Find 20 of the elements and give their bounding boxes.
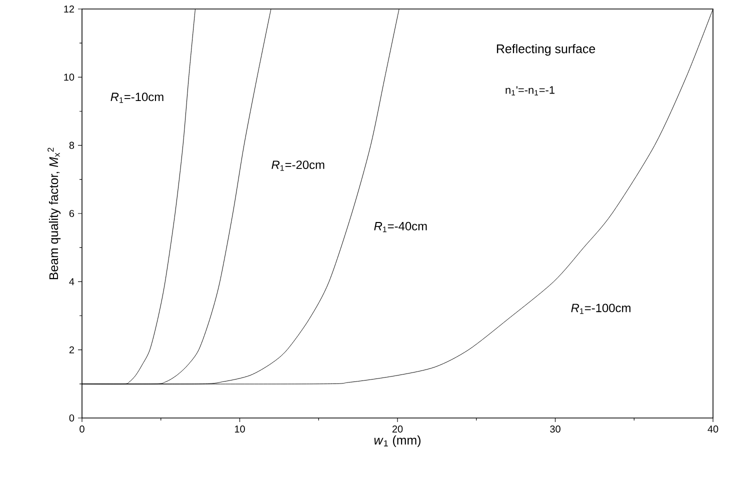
annotation: R$_{1}$=-10cm [110,92,164,103]
y-tick-label: 10 [64,74,74,81]
x-tick-label: 20 [392,426,403,433]
x-tick-label: 30 [550,426,560,433]
y-axis-title: Beam quality factor, M$_{x}$2 [48,148,61,280]
y-tick-label: 0 [69,414,74,422]
annotation: n$_{1}$'=-n$_{1}$=-1 [506,86,554,96]
annotation: R$_{1}$=-20cm [272,160,324,171]
x-tick-label: 40 [708,426,718,433]
y-tick-label: 6 [69,210,74,218]
annotation: R$_{1}$=-100cm [571,304,630,314]
x-tick-label: 0 [80,426,84,433]
x-tick-label: 10 [234,426,245,433]
x-axis-title: w$_{1}$ (mm) [374,435,420,448]
y-tick-label: 8 [69,142,74,149]
y-tick-label: 4 [69,278,74,286]
annotation: R$_{1}$=-40cm [374,222,427,232]
y-tick-label: 12 [64,6,74,12]
y-tick-label: 2 [69,346,74,354]
annotation: Reflecting surface [496,44,596,56]
